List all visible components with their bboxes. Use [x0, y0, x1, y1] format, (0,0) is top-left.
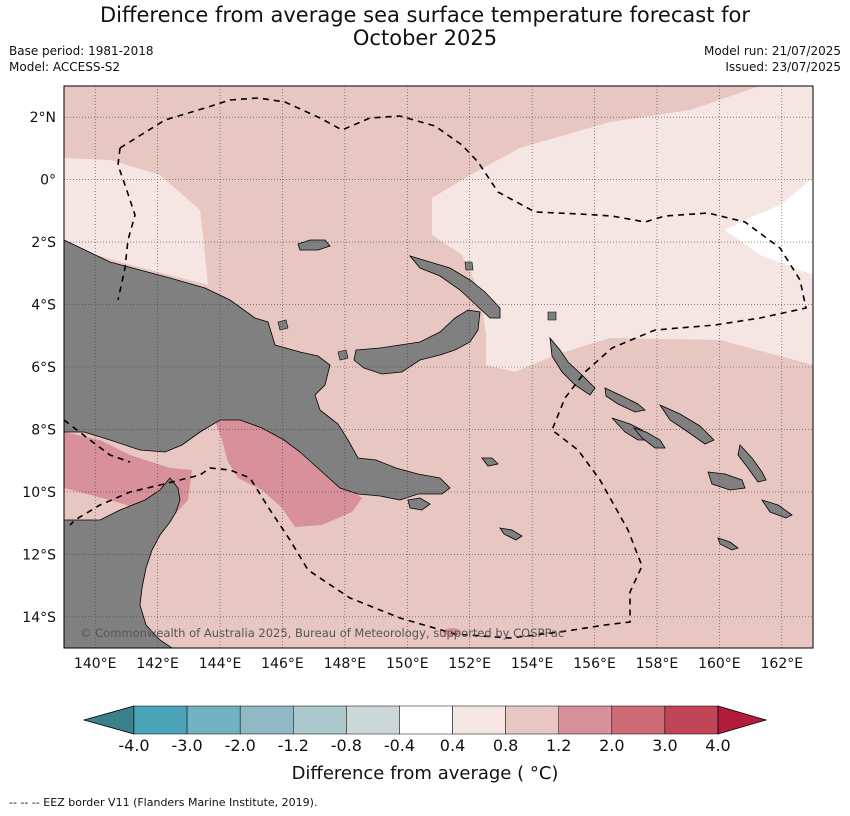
- colorbar-tick-label: 0.4: [439, 736, 466, 755]
- colorbar-swatch: [346, 705, 400, 735]
- map-frame: [63, 85, 814, 649]
- colorbar-tick-label: -3.0: [171, 736, 203, 755]
- lat-tick-label: 0°: [40, 173, 56, 189]
- lon-tick-label: 140°E: [74, 656, 117, 672]
- anomaly-band-0.4-0.8-west: [64, 158, 208, 285]
- colorbar-extend-low: [82, 705, 135, 735]
- land-new-britain: [353, 309, 481, 375]
- graticule: [64, 86, 813, 648]
- land-dentrecasteaux: [407, 497, 431, 511]
- land-cape-york: [64, 477, 181, 648]
- land-trobriand: [481, 457, 499, 467]
- land-santa-isabel: [658, 404, 715, 445]
- eez-line-torres: [64, 419, 131, 463]
- land-makira: [761, 499, 793, 519]
- copyright-text: © Commonwealth of Australia 2025, Bureau…: [80, 626, 564, 640]
- model-text: Model: ACCESS-S2: [9, 60, 121, 74]
- lat-tick-label: 10°S: [22, 485, 56, 501]
- lon-tick-label: 154°E: [511, 656, 554, 672]
- lat-tick-label: 6°S: [31, 360, 56, 376]
- anomaly-band-0.4-0.8-east: [432, 86, 813, 372]
- colorbar-tick-label: -0.8: [330, 736, 362, 755]
- eez-line-west-segment: [117, 147, 136, 301]
- base-period-text: Base period: 1981-2018: [9, 44, 154, 58]
- land-small-isles-b: [277, 319, 289, 331]
- meta-left: Base period: 1981-2018 Model: ACCESS-S2: [9, 43, 154, 75]
- lat-tick-label: 8°S: [31, 422, 56, 438]
- colorbar-swatch: [611, 705, 666, 735]
- lon-tick-label: 162°E: [761, 656, 804, 672]
- land-choiseul: [604, 387, 646, 413]
- land-guadalcanal: [707, 471, 746, 491]
- colorbar-swatch: [133, 705, 188, 735]
- colorbar-tick-label: -1.2: [277, 736, 309, 755]
- colorbar-tick-label: 2.0: [599, 736, 625, 755]
- land-manus: [297, 239, 331, 251]
- lat-tick-label: 4°S: [31, 298, 56, 314]
- land-small-isles-a: [337, 349, 349, 361]
- latitude-tick-labels: 2°N 0° 2°S 4°S 6°S 8°S 10°S 12°S 14°S: [22, 110, 56, 626]
- lon-tick-label: 150°E: [386, 656, 429, 672]
- colorbar-swatch: [293, 705, 347, 735]
- colorbar-tick-label: 0.8: [492, 736, 519, 755]
- lon-tick-label: 144°E: [199, 656, 242, 672]
- colorbar-swatch: [452, 705, 506, 735]
- title-line-2: October 2025: [352, 26, 498, 50]
- colorbar-tick-label: 4.0: [705, 736, 731, 755]
- lon-tick-label: 160°E: [698, 656, 741, 672]
- land-louisiade: [499, 527, 523, 541]
- colorbar-tick-label: 1.2: [545, 736, 572, 755]
- lat-tick-label: 12°S: [22, 547, 56, 563]
- colorbar-tick-label: -4.0: [118, 736, 150, 755]
- lon-tick-label: 142°E: [136, 656, 179, 672]
- colorbar-tick-label: -2.0: [224, 736, 256, 755]
- title-line-1: Difference from average sea surface temp…: [100, 3, 750, 27]
- issued-text: Issued: 23/07/2025: [725, 60, 841, 74]
- lon-tick-label: 152°E: [448, 656, 491, 672]
- land-small-isles-d: [547, 311, 557, 321]
- lon-tick-label: 146°E: [261, 656, 304, 672]
- colorbar-tick-label: -0.4: [383, 736, 416, 755]
- eez-border: [64, 97, 807, 639]
- eez-footnote: -- -- -- EEZ border V11 (Flanders Marine…: [9, 796, 318, 809]
- longitude-tick-labels: 140°E 142°E 144°E 146°E 148°E 150°E 152°E 154°E…: [74, 656, 803, 672]
- colorbar: [82, 705, 768, 735]
- land-new-ireland: [408, 255, 501, 319]
- colorbar-swatch: [558, 705, 613, 735]
- colorbar-swatch: [399, 705, 453, 735]
- eez-line-png: [69, 97, 807, 639]
- colorbar-swatch: [664, 705, 719, 735]
- lat-tick-label: 2°N: [30, 110, 56, 126]
- colorbar-tick-labels: -4.0 -3.0 -2.0 -1.2 -0.8 -0.4 0.4 0.8 1.2 2.0 3.0 4…: [0, 736, 850, 756]
- model-run-text: Model run: 21/07/2025: [703, 44, 841, 58]
- land-malaita: [737, 444, 767, 483]
- colorbar-swatch: [505, 705, 559, 735]
- colorbar-title: Difference from average ( °C): [291, 763, 559, 784]
- anomaly-band-1.2-2.0-papua: [214, 412, 362, 527]
- anomaly-band-neutral-east: [725, 178, 813, 275]
- lon-tick-label: 148°E: [324, 656, 367, 672]
- lat-tick-label: 2°S: [31, 235, 56, 251]
- land-new-guinea: [64, 239, 451, 501]
- land-bougainville: [549, 336, 596, 396]
- lon-tick-label: 156°E: [573, 656, 616, 672]
- chart-title: Difference from average sea surface temp…: [0, 4, 850, 50]
- lat-tick-label: 14°S: [22, 610, 56, 626]
- meta-right: Model run: 21/07/2025 Issued: 23/07/2025: [704, 43, 841, 75]
- colorbar-swatch: [239, 705, 294, 735]
- colorbar-tick-label: 3.0: [652, 736, 678, 755]
- colorbar-swatch: [186, 705, 241, 735]
- lon-tick-label: 158°E: [636, 656, 679, 672]
- land-small-isles-c: [464, 261, 474, 271]
- colorbar-extend-high: [717, 705, 768, 735]
